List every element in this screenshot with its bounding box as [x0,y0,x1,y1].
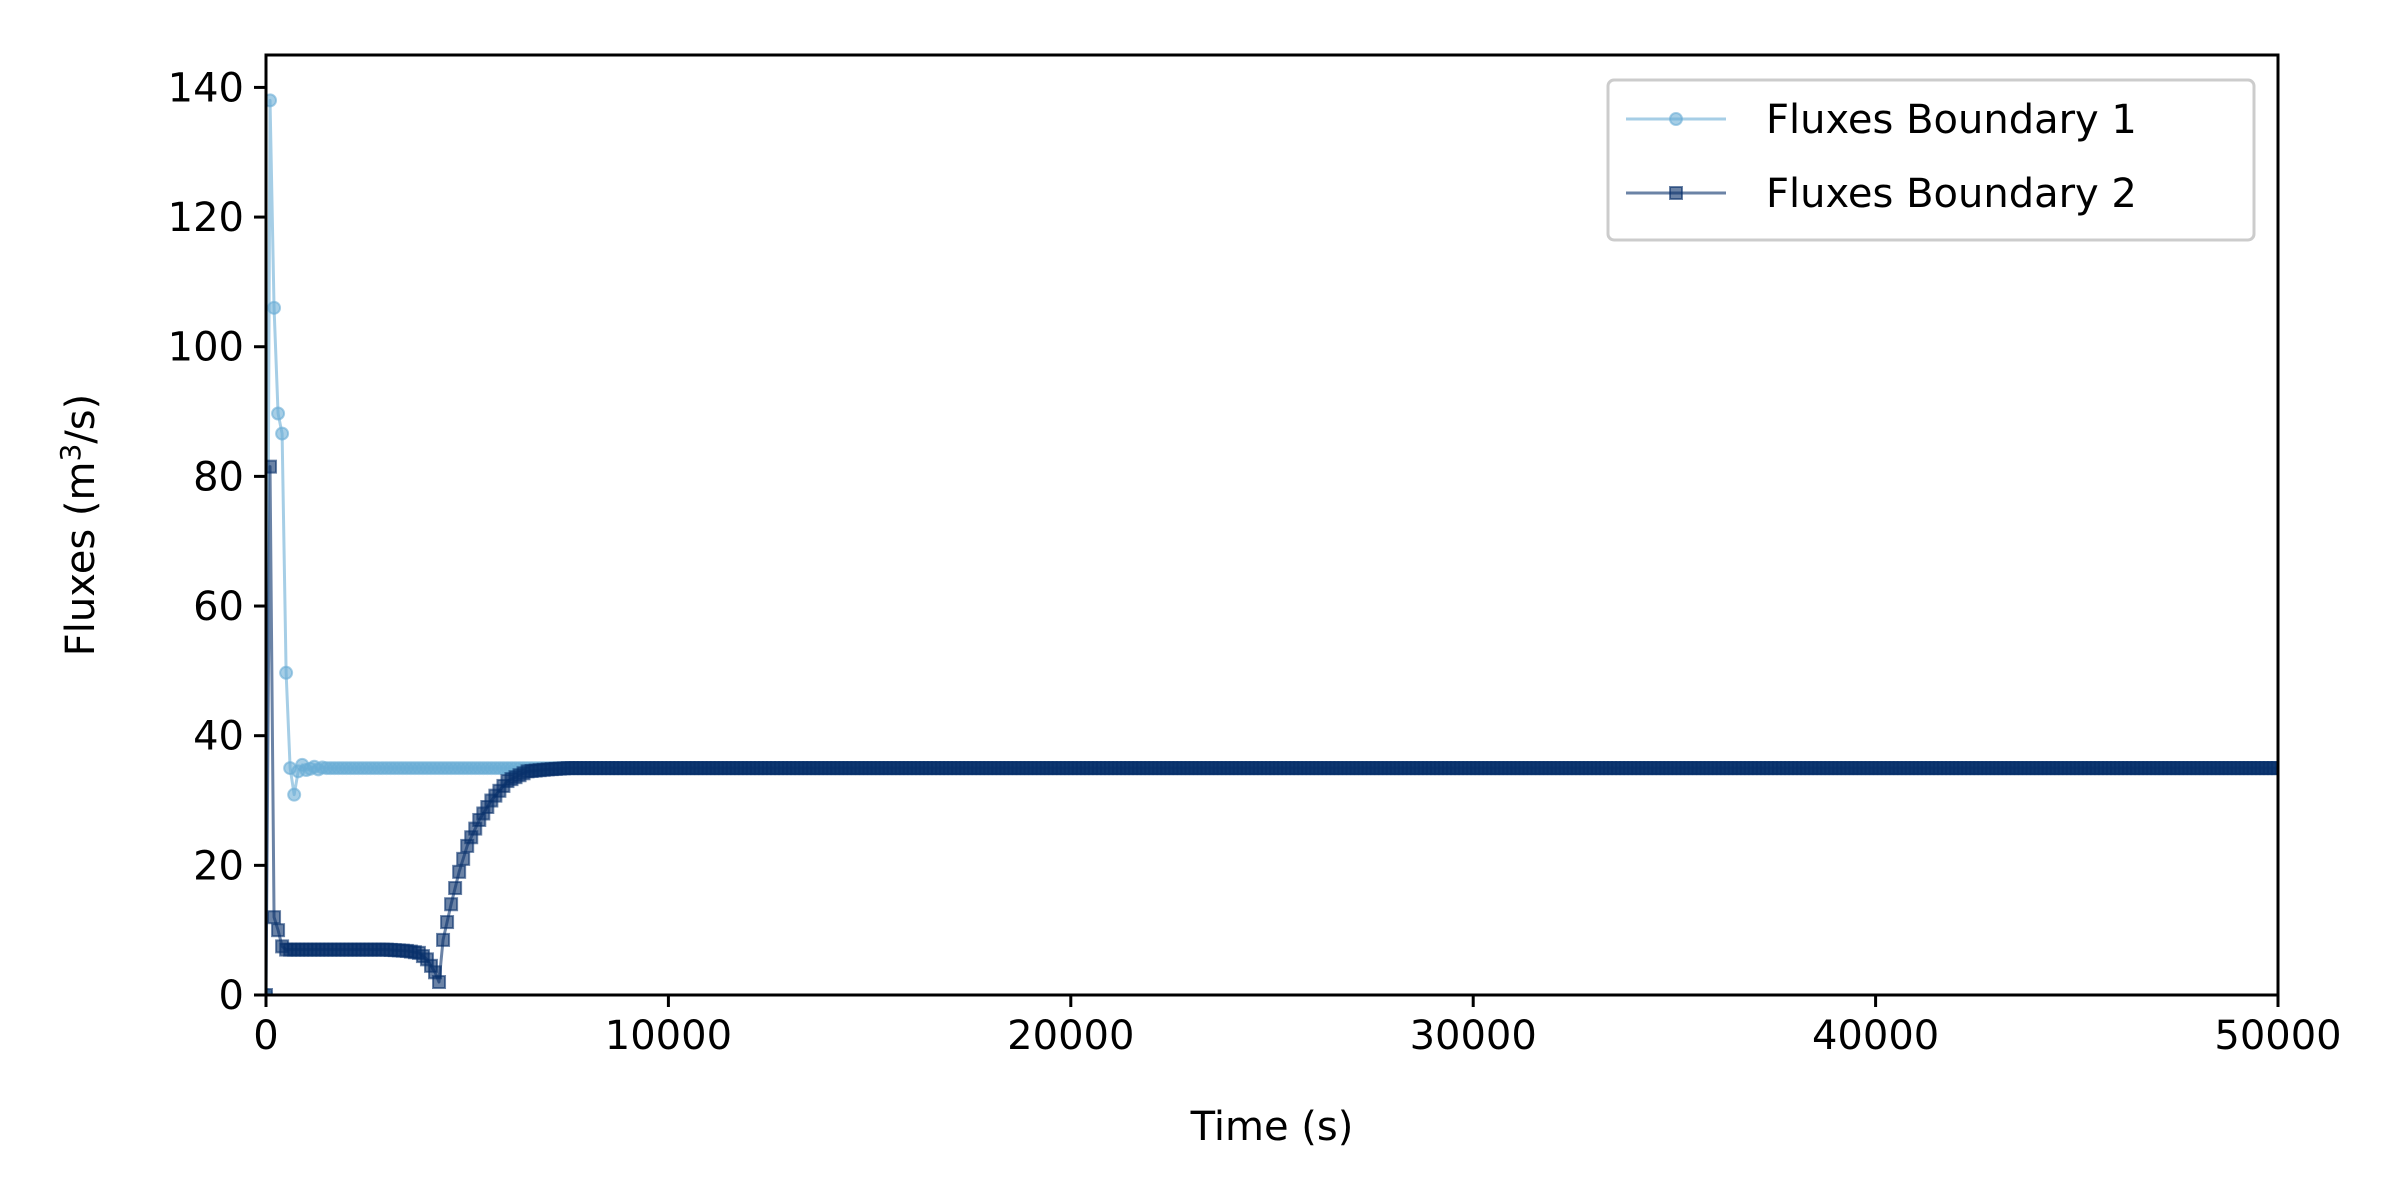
data-point [448,881,463,896]
y-axis-label-suffix: /s) [58,394,104,444]
y-tick-label: 100 [168,325,244,371]
x-tick-label: 20000 [1007,1013,1134,1059]
data-point [444,897,459,912]
data-point [436,932,451,947]
data-point [2271,761,2278,776]
plot-frame [264,53,2280,997]
data-point [271,406,286,421]
x-tick-label: 40000 [1812,1013,1939,1059]
y-axis-label: Fluxes (m3/s) [54,394,104,656]
y-tick-label: 20 [193,843,244,889]
legend-label-boundary-2: Fluxes Boundary 2 [1766,171,2137,217]
data-point [267,300,282,315]
data-point [266,988,273,995]
data-point [432,975,447,990]
data-point [266,93,278,108]
legend: Fluxes Boundary 1 Fluxes Boundary 2 [1606,78,2256,242]
y-axis-label-superscript: 3 [54,444,87,462]
legend-label-boundary-1: Fluxes Boundary 1 [1766,97,2137,143]
y-tick-label: 80 [193,454,244,500]
y-tick-label: 120 [168,195,244,241]
legend-frame [1606,78,2256,242]
x-tick-label: 50000 [2214,1013,2341,1059]
data-point [452,864,467,879]
data-point [440,915,455,930]
x-tick-label: 10000 [605,1013,732,1059]
data-point [275,426,290,441]
y-ticks: 0 20 40 60 80 100 120 140 [168,65,266,1019]
y-tick-label: 0 [219,973,244,1019]
data-point [279,665,294,680]
x-ticks: 0 10000 20000 30000 40000 50000 [253,995,2342,1059]
y-tick-label: 140 [168,65,244,111]
y-tick-label: 60 [193,584,244,630]
legend-item-boundary-2: Fluxes Boundary 2 [1626,171,2137,217]
data-point [287,787,302,802]
series-layer [266,93,2278,995]
x-axis-label: Time (s) [1190,1104,1354,1150]
series-2 [266,459,2278,995]
data-point [271,923,286,938]
data-point [456,851,471,866]
x-tick-label: 0 [253,1013,278,1059]
legend-marker-boundary-1 [1669,112,1683,126]
legend-marker-boundary-2 [1669,186,1683,200]
y-tick-label: 40 [193,714,244,760]
x-tick-label: 30000 [1410,1013,1537,1059]
data-point [266,459,278,474]
data-point [267,910,282,925]
legend-item-boundary-1: Fluxes Boundary 1 [1626,97,2137,143]
y-axis-label-prefix: Fluxes (m [58,462,104,657]
